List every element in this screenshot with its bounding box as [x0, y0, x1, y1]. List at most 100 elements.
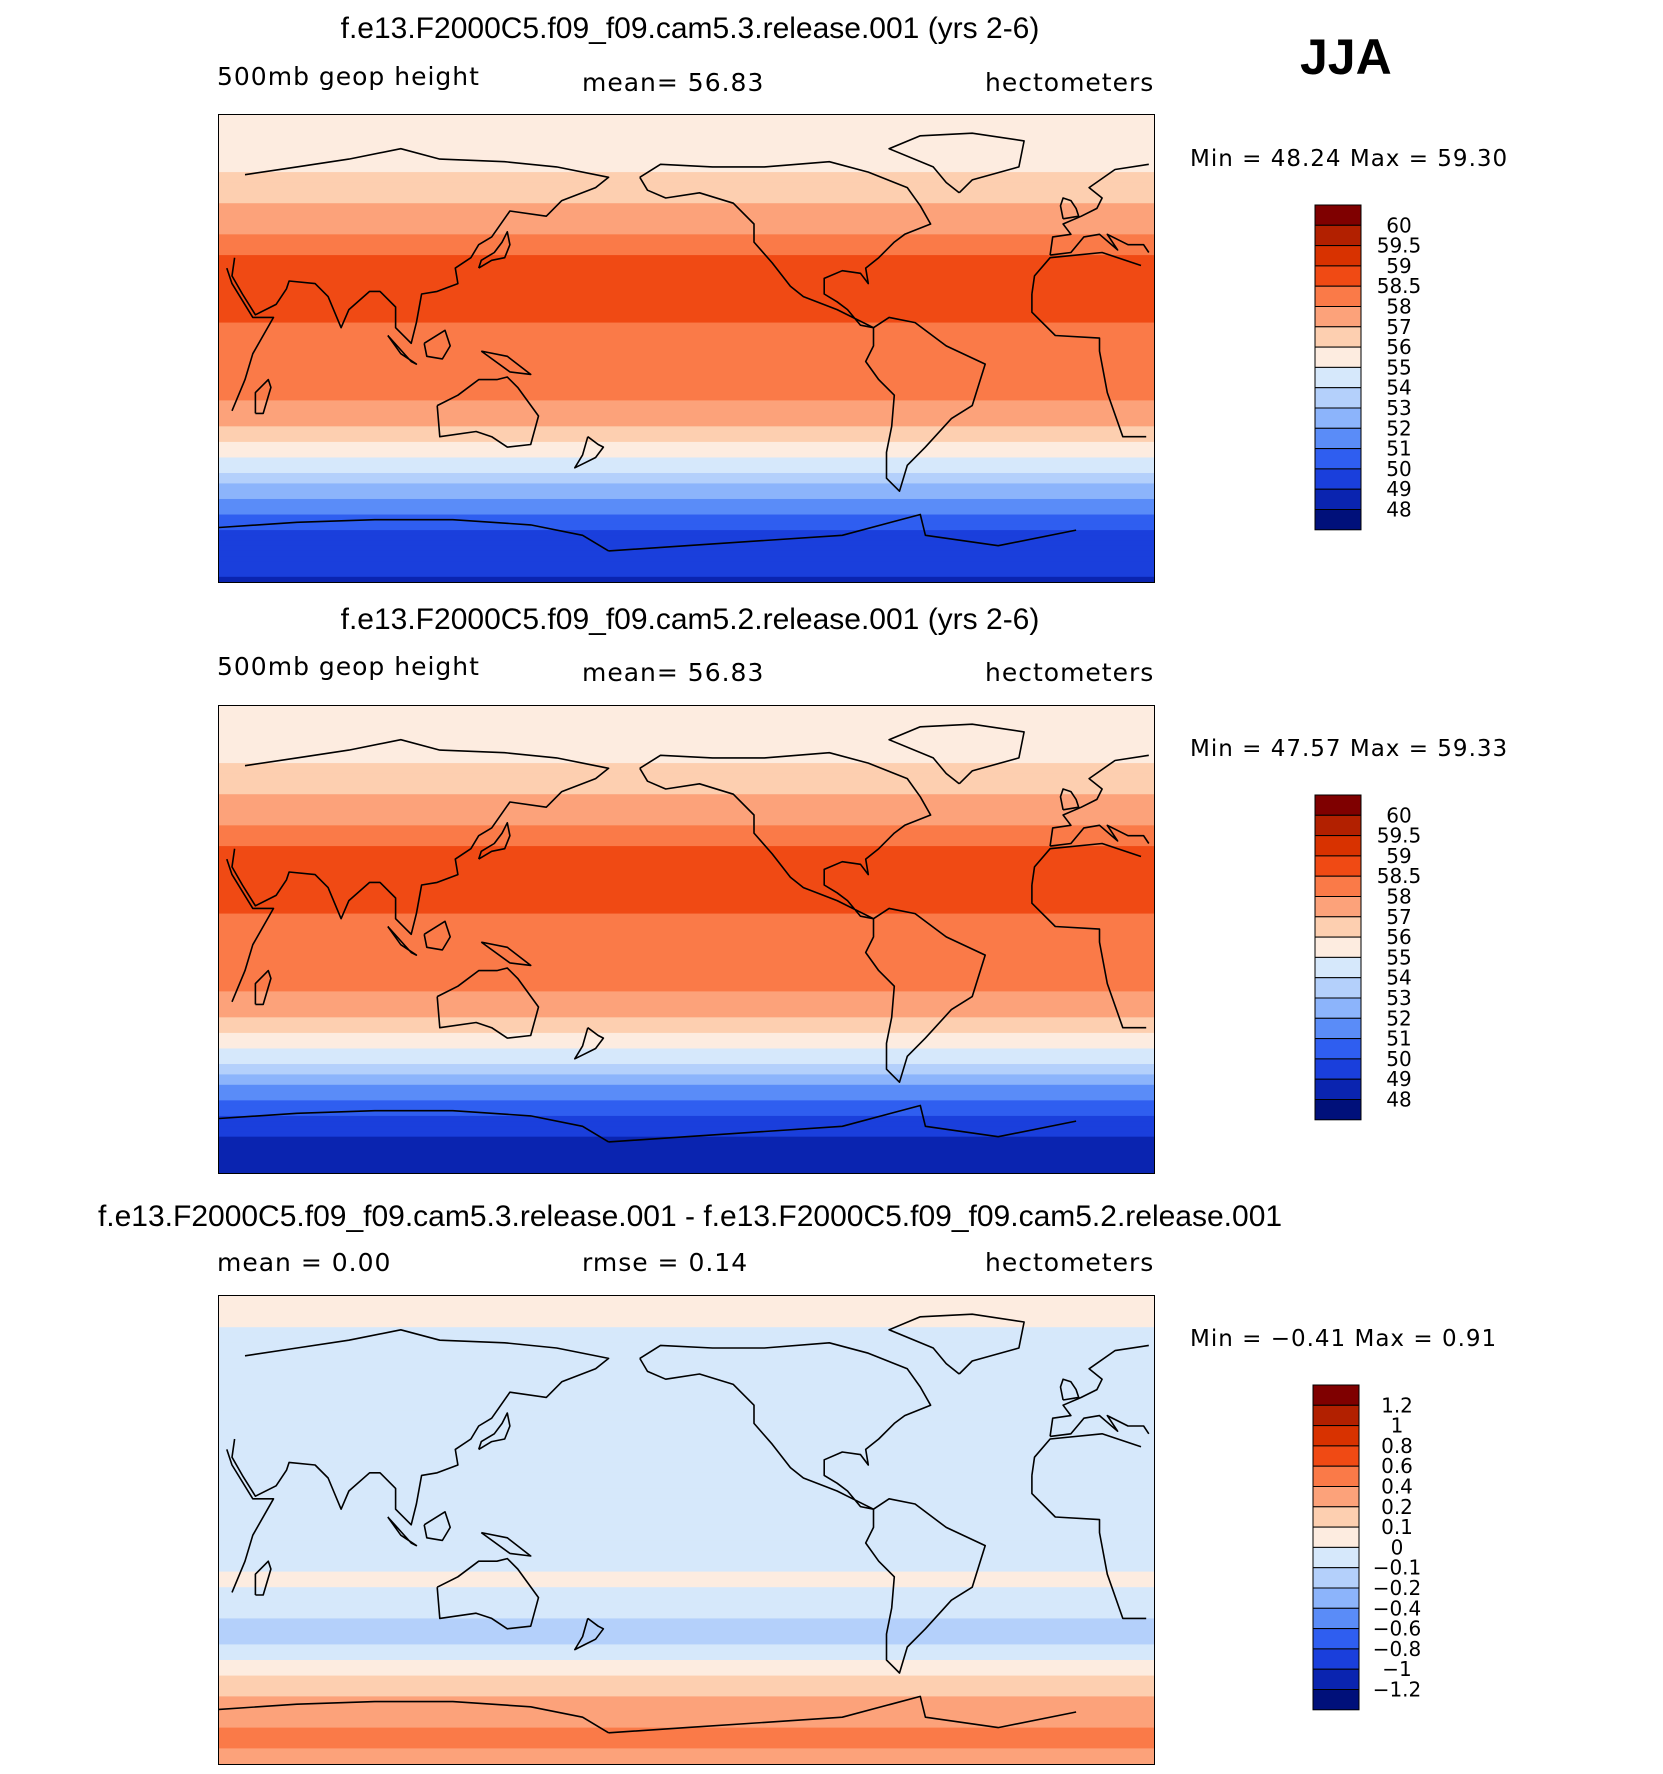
- contour-band: [219, 1410, 1154, 1417]
- colorbar-swatch: [1314, 407, 1362, 429]
- contour-band: [219, 1105, 1154, 1112]
- contour-band: [219, 1405, 1154, 1411]
- contour-band: [219, 244, 1154, 251]
- contour-band: [219, 260, 1154, 267]
- coastline: [254, 378, 272, 415]
- contour-band: [219, 1431, 1154, 1437]
- colorbar-tick-label: 49: [1386, 1067, 1411, 1091]
- contour-band: [219, 135, 1154, 142]
- contour-band: [219, 498, 1154, 505]
- contour-band: [219, 187, 1154, 194]
- contour-band: [219, 706, 1154, 712]
- colorbar-tick-label: −0.2: [1373, 1576, 1422, 1600]
- contour-band: [219, 1079, 1154, 1086]
- contour-band: [219, 312, 1154, 318]
- coastline: [574, 1617, 605, 1651]
- colorbar-tick-label: 58: [1386, 295, 1411, 319]
- coastline: [888, 1313, 1025, 1375]
- panel-3-units-label: hectometers: [985, 1248, 1155, 1277]
- contour-band: [219, 1420, 1154, 1427]
- contour-band: [219, 809, 1154, 816]
- map-canvas: [219, 115, 1154, 582]
- contour-band: [219, 1504, 1154, 1510]
- contour-band: [219, 431, 1154, 438]
- contour-band: [219, 322, 1154, 329]
- coastline: [423, 329, 451, 360]
- contour-band: [219, 840, 1154, 847]
- coastline: [864, 907, 986, 1083]
- contour-band: [219, 1368, 1154, 1375]
- contour-band: [219, 1509, 1154, 1515]
- contour-band: [219, 981, 1154, 987]
- contour-band: [219, 1311, 1154, 1318]
- colorbar-tick-label: 55: [1386, 355, 1411, 379]
- contour-band: [219, 763, 1154, 769]
- colorbar-tick-label: 56: [1386, 335, 1411, 359]
- coastline: [226, 842, 1147, 1029]
- colorbar-swatch: [1312, 1587, 1360, 1609]
- contour-band: [219, 545, 1154, 552]
- contour-band: [219, 1074, 1154, 1081]
- contour-band: [219, 934, 1154, 941]
- colorbar-tick-label: 57: [1386, 905, 1411, 929]
- contour-band: [219, 908, 1154, 915]
- contour-band: [219, 514, 1154, 521]
- panel-2-title: f.e13.F2000C5.f09_f09.cam5.2.release.001…: [340, 603, 1040, 636]
- contour-band: [219, 192, 1154, 199]
- colorbar-tick-label: 57: [1386, 315, 1411, 339]
- contour-band: [219, 991, 1154, 998]
- contour-band: [219, 737, 1154, 743]
- colorbar-tick-label: 52: [1386, 416, 1411, 440]
- contour-band: [219, 918, 1154, 925]
- contour-band: [219, 384, 1154, 391]
- colorbar-swatch: [1312, 1445, 1360, 1467]
- panel-2-units-label: hectometers: [985, 658, 1155, 687]
- contour-band: [219, 483, 1154, 490]
- colorbar-tick-label: 59.5: [1377, 234, 1422, 258]
- colorbar-swatch: [1312, 1526, 1360, 1548]
- contour-band: [219, 1022, 1154, 1029]
- contour-band: [219, 249, 1154, 256]
- colorbar-tick-label: 55: [1386, 945, 1411, 969]
- contour-band: [219, 830, 1154, 837]
- contour-band: [219, 929, 1154, 935]
- contour-band: [219, 436, 1154, 443]
- colorbar-swatch: [1314, 509, 1362, 531]
- contour-band: [219, 1540, 1154, 1547]
- contour-band: [219, 1514, 1154, 1521]
- contour-band: [219, 1084, 1154, 1091]
- contour-band: [219, 218, 1154, 225]
- contour-band: [219, 783, 1154, 790]
- contour-band: [219, 882, 1154, 889]
- contour-band: [219, 1384, 1154, 1391]
- coastline: [477, 822, 511, 860]
- contour-band: [219, 161, 1154, 168]
- contour-band: [219, 1613, 1154, 1619]
- contour-band: [219, 395, 1154, 401]
- contour-band: [219, 1389, 1154, 1396]
- contour-band: [219, 1342, 1154, 1349]
- contour-band: [219, 846, 1154, 852]
- contour-band: [219, 1472, 1154, 1479]
- panel-3-title: f.e13.F2000C5.f09_f09.cam5.3.release.001…: [97, 1200, 1283, 1233]
- contour-band: [219, 1545, 1154, 1552]
- contour-band: [219, 229, 1154, 235]
- contour-band: [219, 1167, 1154, 1173]
- colorbar-swatch: [1312, 1404, 1360, 1427]
- colorbar-tick-label: 48: [1386, 1088, 1411, 1112]
- colorbar-swatch: [1314, 916, 1362, 938]
- contour-band: [219, 410, 1154, 417]
- colorbar-tick-label: −0.1: [1373, 1556, 1422, 1580]
- contour-band: [219, 550, 1154, 557]
- coastline: [864, 1498, 986, 1674]
- coastline: [436, 1557, 540, 1630]
- coastline: [639, 1342, 932, 1510]
- contour-band: [219, 1488, 1154, 1495]
- contour-band: [219, 130, 1154, 137]
- colorbar-swatch: [1314, 855, 1362, 877]
- contour-band: [219, 1519, 1154, 1526]
- contour-band: [219, 851, 1154, 858]
- coastline: [1059, 1378, 1080, 1401]
- contour-band: [219, 1686, 1154, 1692]
- colorbar-swatch: [1314, 1099, 1362, 1121]
